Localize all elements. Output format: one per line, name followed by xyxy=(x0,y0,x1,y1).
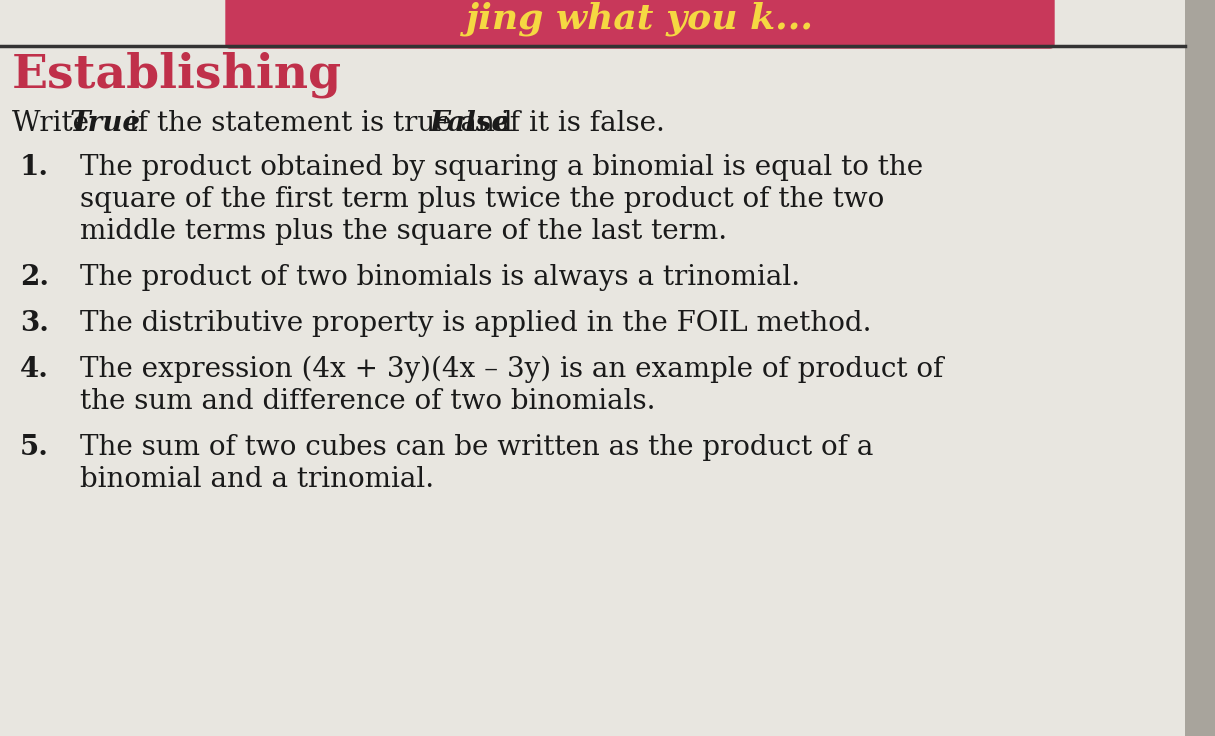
Text: square of the first term plus twice the product of the two: square of the first term plus twice the … xyxy=(80,186,885,213)
Bar xyxy=(1185,0,1215,736)
Text: 2.: 2. xyxy=(19,264,49,291)
FancyBboxPatch shape xyxy=(226,0,1053,48)
Text: The distributive property is applied in the FOIL method.: The distributive property is applied in … xyxy=(80,310,871,337)
Text: The product of two binomials is always a trinomial.: The product of two binomials is always a… xyxy=(80,264,801,291)
Text: Write: Write xyxy=(12,110,98,137)
Text: jing what you k...: jing what you k... xyxy=(467,1,814,36)
Text: the sum and difference of two binomials.: the sum and difference of two binomials. xyxy=(80,388,656,415)
Text: middle terms plus the square of the last term.: middle terms plus the square of the last… xyxy=(80,218,727,245)
Text: 3.: 3. xyxy=(19,310,49,337)
Text: False: False xyxy=(430,110,510,137)
Text: 5.: 5. xyxy=(19,434,49,461)
Text: if the statement is true and: if the statement is true and xyxy=(120,110,521,137)
Text: if it is false.: if it is false. xyxy=(492,110,665,137)
Text: The expression (4x + 3y)(4x – 3y) is an example of product of: The expression (4x + 3y)(4x – 3y) is an … xyxy=(80,356,943,383)
Text: binomial and a trinomial.: binomial and a trinomial. xyxy=(80,466,434,493)
Text: Establishing: Establishing xyxy=(12,52,343,99)
Text: 1.: 1. xyxy=(19,154,49,181)
Text: True: True xyxy=(70,110,141,137)
Text: 4.: 4. xyxy=(19,356,49,383)
Text: The sum of two cubes can be written as the product of a: The sum of two cubes can be written as t… xyxy=(80,434,874,461)
Text: The product obtained by squaring a binomial is equal to the: The product obtained by squaring a binom… xyxy=(80,154,923,181)
